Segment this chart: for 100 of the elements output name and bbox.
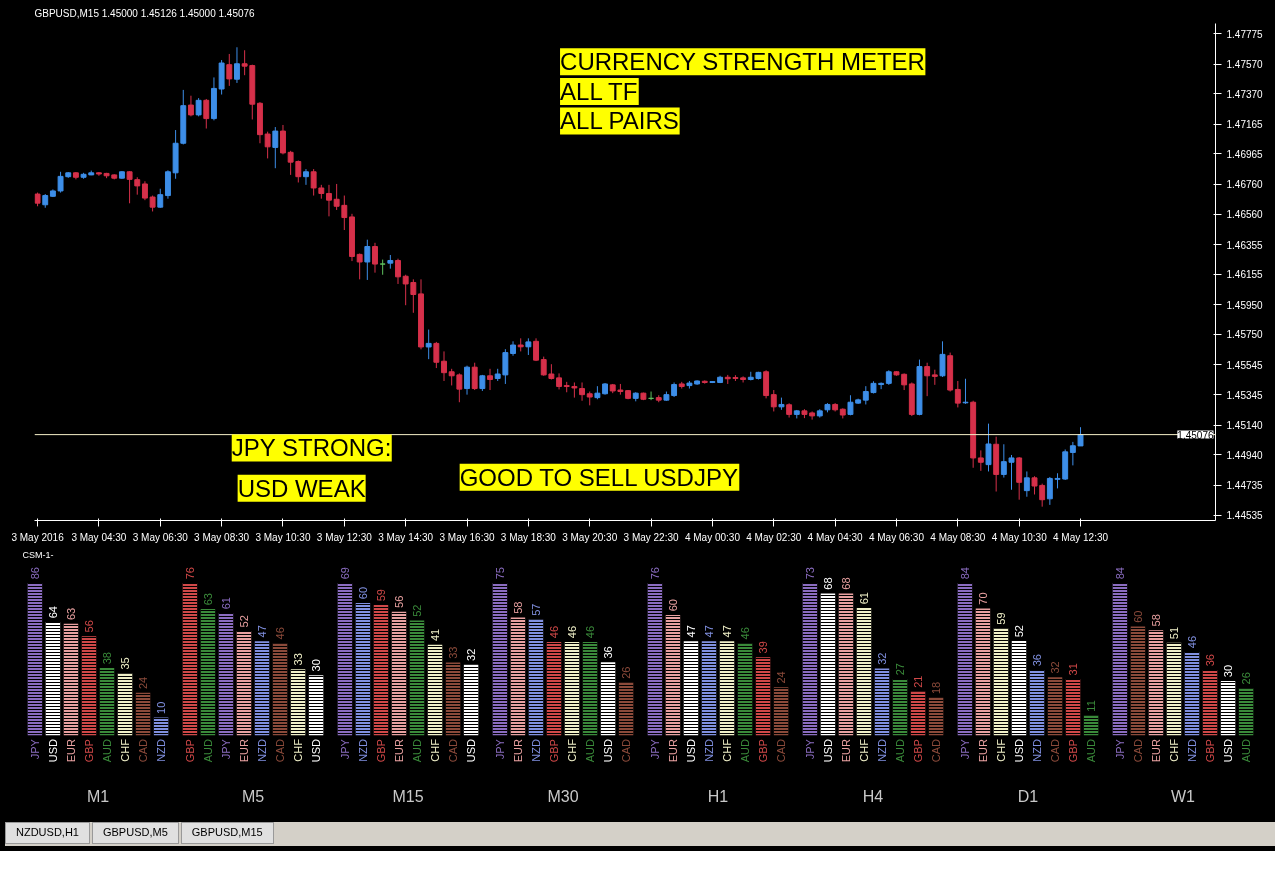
data-label: 36 bbox=[1204, 654, 1217, 667]
candlestick bbox=[356, 253, 363, 280]
candlestick bbox=[471, 362, 478, 391]
x-tick-label: AUD bbox=[584, 738, 597, 763]
x-tick-label: CAD bbox=[620, 738, 633, 763]
data-label: 24 bbox=[775, 671, 788, 684]
x-tick-label: EUR bbox=[839, 738, 852, 763]
x-tick-label: EUR bbox=[976, 738, 989, 763]
x-tick-label: AUD bbox=[411, 738, 424, 763]
x-tick-label: AUD bbox=[101, 738, 114, 763]
data-label: 51 bbox=[1167, 626, 1180, 640]
x-tick-label: 3 May 12:30 bbox=[316, 531, 373, 543]
x-tick-label: GBP bbox=[912, 739, 925, 763]
x-tick-label: CHF bbox=[1167, 738, 1180, 762]
x-axis-title: W1 bbox=[1171, 787, 1196, 805]
data-label: 36 bbox=[602, 646, 615, 659]
data-label: 47 bbox=[702, 625, 715, 638]
y-tick-label: 1.45750 bbox=[1226, 329, 1264, 341]
x-tick-label: 3 May 22:30 bbox=[623, 531, 680, 543]
data-label: 36 bbox=[1031, 654, 1044, 667]
x-tick-label: NZD bbox=[876, 738, 889, 762]
x-tick-label: 3 May 08:30 bbox=[194, 531, 250, 543]
x-tick-label: CAD bbox=[447, 738, 460, 763]
candlestick bbox=[425, 329, 432, 360]
x-tick-label: USD bbox=[1222, 738, 1235, 763]
x-tick-label: NZD bbox=[702, 738, 715, 762]
data-label: 46 bbox=[1186, 635, 1199, 649]
data-label: 76 bbox=[183, 567, 196, 580]
y-tick-label: 1.44535 bbox=[1226, 510, 1264, 521]
x-tick-label: 3 May 2016 bbox=[11, 531, 65, 543]
candlestick bbox=[924, 362, 931, 397]
data-label: 30 bbox=[1222, 664, 1235, 678]
data-label: 52 bbox=[237, 615, 250, 628]
data-label: 33 bbox=[292, 653, 305, 666]
x-tick-label: 4 May 00:30 bbox=[684, 531, 741, 543]
data-label: 56 bbox=[82, 620, 95, 633]
data-label: 46 bbox=[584, 625, 597, 639]
x-tick-label: GBP bbox=[757, 739, 770, 763]
data-label: 68 bbox=[821, 577, 834, 590]
x-tick-label: 3 May 14:30 bbox=[378, 531, 434, 543]
x-tick-label: NZD bbox=[1031, 738, 1044, 762]
y-tick-label: 1.46560 bbox=[1226, 209, 1264, 221]
x-tick-label: JPY bbox=[219, 738, 232, 760]
data-label: 24 bbox=[137, 676, 150, 690]
candlestick bbox=[487, 368, 493, 391]
candlestick bbox=[1023, 470, 1030, 498]
text: CSM-1- bbox=[22, 549, 54, 560]
data-label: 26 bbox=[620, 666, 633, 679]
y-tick-label: 1.45545 bbox=[1226, 359, 1264, 371]
data-label: 60 bbox=[666, 599, 679, 612]
data-label: 31 bbox=[1067, 663, 1080, 676]
candlestick bbox=[280, 124, 286, 155]
data-label: 46 bbox=[274, 627, 287, 640]
x-tick-label: JPY bbox=[338, 738, 351, 760]
candlestick bbox=[464, 365, 470, 396]
candlestick bbox=[364, 239, 371, 281]
ref-line-label: 1.45076 bbox=[1177, 429, 1214, 441]
x-tick-label: CHF bbox=[292, 738, 305, 762]
candlestick bbox=[303, 168, 309, 186]
x-tick-label: USD bbox=[310, 738, 323, 763]
data-label: 38 bbox=[101, 652, 114, 665]
candlestick bbox=[310, 168, 317, 197]
annotation: USD WEAK bbox=[237, 474, 366, 502]
data-label: 27 bbox=[894, 663, 907, 676]
data-label: 18 bbox=[930, 681, 943, 695]
candlestick bbox=[763, 369, 770, 399]
y-tick-label: 1.45140 bbox=[1226, 420, 1264, 432]
x-tick-label: AUD bbox=[201, 738, 214, 763]
x-tick-label: JPY bbox=[803, 738, 816, 760]
data-label: 33 bbox=[447, 646, 460, 659]
x-tick-label: GBP bbox=[82, 739, 95, 763]
x-tick-label: USD bbox=[602, 738, 615, 763]
data-label: 46 bbox=[547, 625, 560, 639]
data-label: 63 bbox=[201, 593, 214, 606]
data-label: 76 bbox=[648, 567, 661, 580]
x-tick-label: 3 May 18:30 bbox=[500, 531, 557, 543]
annotation: CURRENCY STRENGTH METER bbox=[560, 48, 925, 76]
text: GBPUSD,M15 bbox=[180, 822, 274, 844]
data-label: 84 bbox=[958, 567, 971, 580]
data-label: 64 bbox=[46, 606, 59, 619]
x-axis-title: D1 bbox=[1017, 787, 1039, 805]
x-tick-label: JPY bbox=[28, 738, 41, 760]
candlestick bbox=[164, 169, 171, 200]
candlestick bbox=[954, 380, 961, 408]
x-tick-label: NZD bbox=[529, 738, 542, 762]
x-tick-label: 4 May 06:30 bbox=[868, 531, 925, 543]
data-label: 52 bbox=[1012, 625, 1025, 638]
x-axis-title: M30 bbox=[547, 787, 579, 805]
x-tick-label: GBP bbox=[1067, 739, 1080, 763]
data-label: 68 bbox=[839, 577, 852, 590]
x-axis-title: M15 bbox=[392, 787, 424, 805]
x-tick-label: JPY bbox=[648, 738, 661, 760]
y-tick-label: 1.46155 bbox=[1226, 269, 1264, 281]
x-tick-label: GBP bbox=[547, 739, 560, 763]
x-tick-label: GBP bbox=[183, 739, 196, 763]
data-label: 30 bbox=[310, 659, 323, 672]
x-tick-label: 4 May 02:30 bbox=[746, 531, 802, 543]
y-tick-label: 1.45345 bbox=[1226, 389, 1264, 401]
data-label: 58 bbox=[511, 601, 524, 614]
x-tick-label: JPY bbox=[958, 738, 971, 760]
